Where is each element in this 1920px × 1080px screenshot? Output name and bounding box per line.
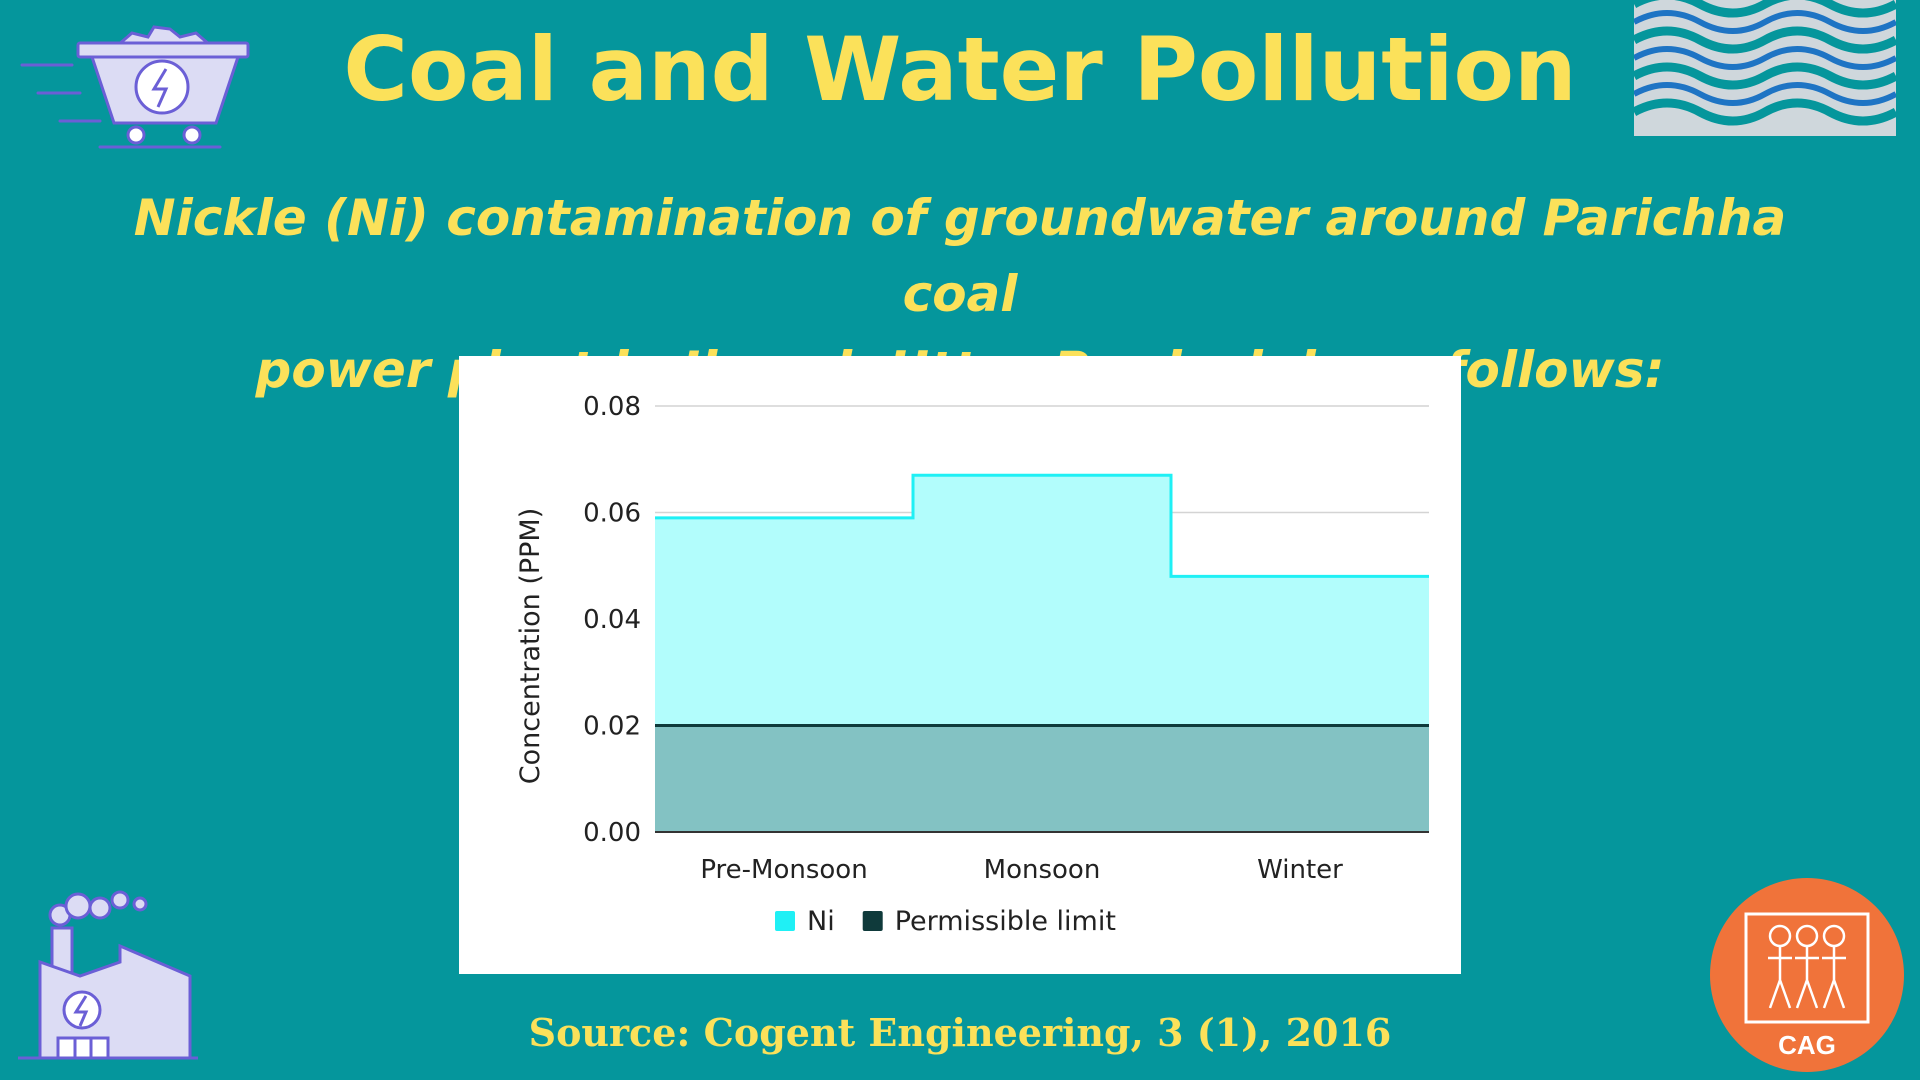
series-area-1 <box>655 725 1429 832</box>
legend-swatch <box>775 911 795 931</box>
subtitle-line-1: Nickle (Ni) contamination of groundwater… <box>133 189 1787 323</box>
y-tick-label: 0.06 <box>583 499 641 529</box>
y-tick-label: 0.04 <box>583 605 641 635</box>
legend-label: Ni <box>807 906 835 937</box>
series-line-0 <box>655 473 1429 578</box>
x-tick-label: Pre-Monsoon <box>700 855 867 885</box>
y-tick-label: 0.00 <box>583 818 641 848</box>
x-tick-label: Winter <box>1257 855 1343 885</box>
source-citation: Source: Cogent Engineering, 3 (1), 2016 <box>528 1010 1392 1055</box>
cag-logo-text: CAG <box>1778 1030 1836 1060</box>
x-tick-label: Monsoon <box>984 855 1101 885</box>
power-plant-icon <box>18 890 198 1060</box>
y-tick-label: 0.02 <box>583 712 641 742</box>
y-tick-label: 0.08 <box>583 392 641 422</box>
chart-panel: 0.00 0.02 0.04 0.06 0.08 Pre-Monsoon Monsoon Wi… <box>459 356 1461 974</box>
legend-label: Permissible limit <box>895 906 1116 937</box>
water-waves-icon <box>1634 0 1896 136</box>
ni-concentration-chart: 0.00 0.02 0.04 0.06 0.08 Pre-Monsoon Monsoon Wi… <box>515 392 1429 937</box>
y-axis-title: Concentration (PPM) <box>515 508 546 785</box>
legend-swatch <box>862 911 883 931</box>
cag-logo: CAG <box>1710 878 1904 1072</box>
page-title: Coal and Water Pollution <box>343 18 1577 121</box>
coal-cart-icon <box>20 25 250 149</box>
